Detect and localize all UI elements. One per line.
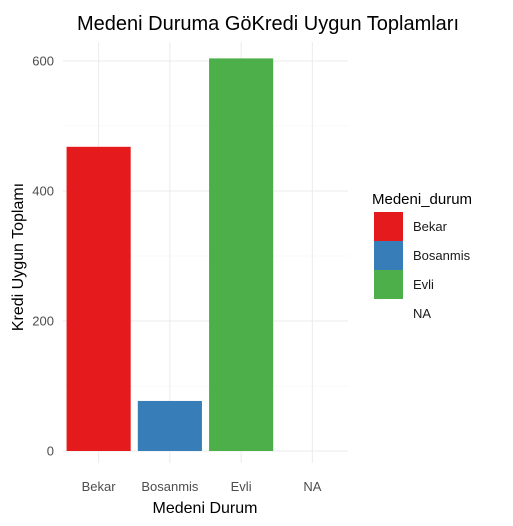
y-axis-title: Kredi Uygun Toplamı: [10, 183, 27, 331]
plot-area: [63, 42, 348, 463]
x-axis-title: Medeni Durum: [153, 500, 258, 517]
y-tick-label: 400: [32, 184, 54, 199]
y-tick-label: 0: [47, 444, 54, 459]
legend: Medeni_durum Bekar Bosanmis Evli NA: [372, 191, 472, 328]
legend-label: Evli: [413, 277, 434, 292]
legend-key-evli: [374, 270, 403, 299]
bar-evli: [209, 58, 274, 452]
x-axis-ticks: Bekar Bosanmis Evli NA: [82, 479, 322, 494]
legend-label: NA: [413, 306, 431, 321]
y-axis-ticks: 0 200 400 600: [32, 54, 54, 459]
legend-key-bosanmis: [374, 241, 403, 270]
x-tick-label: Bekar: [82, 479, 117, 494]
x-tick-label: Bosanmis: [141, 479, 199, 494]
bar-bekar: [66, 146, 131, 452]
legend-label: Bosanmis: [413, 248, 471, 263]
chart-title: Medeni Duruma GöKredi Uygun Toplamları: [77, 13, 459, 35]
legend-key-bekar: [374, 212, 403, 241]
legend-key-na: [374, 299, 403, 328]
y-tick-label: 200: [32, 314, 54, 329]
x-tick-label: Evli: [231, 479, 252, 494]
legend-title: Medeni_durum: [372, 191, 472, 208]
x-tick-label: NA: [303, 479, 321, 494]
bar-bosanmis: [137, 400, 202, 451]
y-tick-label: 600: [32, 54, 54, 69]
legend-label: Bekar: [413, 219, 448, 234]
